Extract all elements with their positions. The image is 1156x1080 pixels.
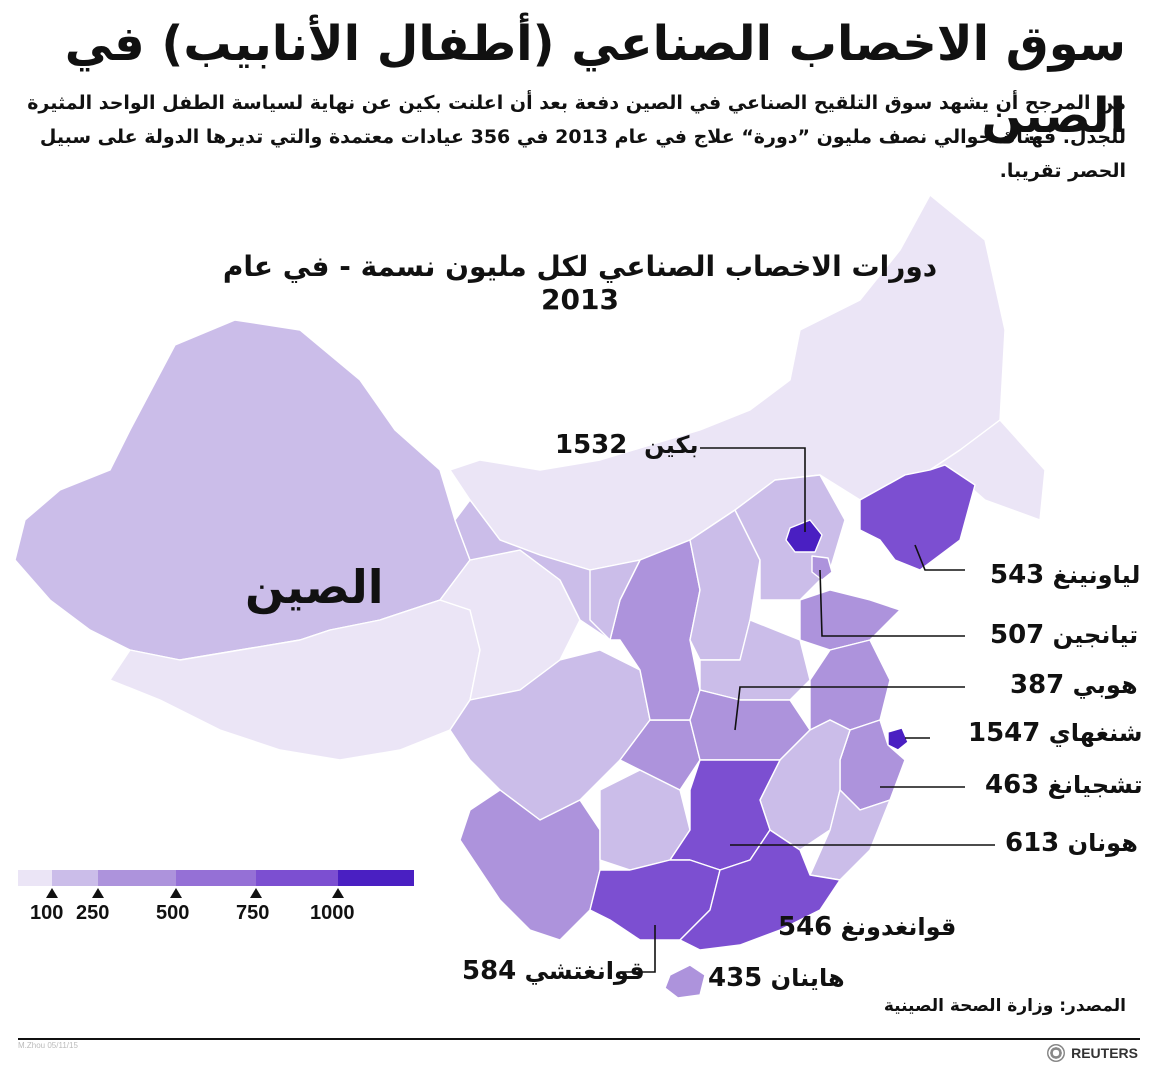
leader-tianjin bbox=[819, 569, 965, 637]
country-label: الصين bbox=[245, 560, 384, 614]
region-beijing bbox=[785, 519, 823, 553]
legend-tick-1 bbox=[46, 888, 58, 898]
reuters-dots-icon bbox=[1047, 1044, 1066, 1062]
legend-swatch-3 bbox=[98, 870, 176, 886]
brand-name: REUTERS bbox=[1071, 1045, 1138, 1061]
legend-color-scale bbox=[18, 870, 414, 886]
leader-guangxi bbox=[620, 925, 656, 973]
intro-paragraph: من المرجح أن يشهد سوق التلقيح الصناعي في… bbox=[27, 92, 1126, 182]
legend-tick-2 bbox=[92, 888, 104, 898]
label-hunan: هونان 613 bbox=[1005, 828, 1138, 858]
legend-label-5: 1000 bbox=[310, 902, 355, 924]
leader-hubei bbox=[734, 686, 965, 731]
reuters-logo: REUTERS bbox=[1047, 1044, 1138, 1062]
legend-swatch-6 bbox=[338, 870, 414, 886]
infographic-title: سوق الاخصاب الصناعي (أطفال الأنابيب) في … bbox=[64, 16, 1126, 144]
label-liaoning: لياونينغ 543 bbox=[990, 560, 1141, 590]
region-hainan bbox=[664, 964, 706, 999]
region-jiangsu bbox=[809, 639, 891, 731]
label-hainan: هاينان 435 bbox=[708, 963, 845, 993]
region-gansu bbox=[454, 499, 621, 641]
legend-label-2: 250 bbox=[76, 902, 110, 924]
legend-tick-5 bbox=[332, 888, 344, 898]
region-ningxia bbox=[589, 559, 641, 641]
map-subtitle: دورات الاخصاب الصناعي لكل مليون نسمة - ف… bbox=[222, 250, 938, 316]
region-guangdong bbox=[679, 829, 841, 951]
legend-label-1: 100 bbox=[30, 902, 64, 924]
footer-rule bbox=[18, 1038, 1140, 1040]
label-tianjin: تيانجين 507 bbox=[990, 620, 1139, 650]
leader-liaoning bbox=[914, 544, 965, 571]
label-zhejiang: تشجيانغ 463 bbox=[985, 770, 1143, 800]
label-beijing: بكين 1532 bbox=[555, 430, 699, 460]
legend-tick-4 bbox=[250, 888, 262, 898]
map-legend: 100 250 500 750 1000 bbox=[18, 870, 418, 940]
legend-tick-3 bbox=[170, 888, 182, 898]
legend-label-4: 750 bbox=[236, 902, 270, 924]
label-guangxi: قوانغتشي 584 bbox=[462, 956, 645, 986]
region-shandong bbox=[799, 589, 901, 651]
region-shanghai bbox=[887, 727, 909, 751]
source-note: المصدر: وزارة الصحة الصينية bbox=[883, 996, 1126, 1016]
legend-swatch-4 bbox=[176, 870, 256, 886]
label-guangdong: قوانغدونغ 546 bbox=[778, 912, 957, 942]
label-hubei: هوبي 387 bbox=[1010, 670, 1138, 700]
region-tianjin bbox=[811, 555, 833, 581]
leader-beijing bbox=[700, 447, 806, 532]
graphic-credit: M.Zhou 05/11/15 bbox=[18, 1041, 78, 1050]
legend-swatch-1 bbox=[18, 870, 52, 886]
region-liaoning bbox=[859, 464, 976, 571]
legend-swatch-2 bbox=[52, 870, 98, 886]
label-shanghai: شنغهاي 1547 bbox=[968, 718, 1143, 748]
region-xinjiang bbox=[14, 319, 471, 661]
legend-swatch-5 bbox=[256, 870, 338, 886]
legend-label-3: 500 bbox=[156, 902, 190, 924]
region-yunnan bbox=[459, 789, 601, 941]
